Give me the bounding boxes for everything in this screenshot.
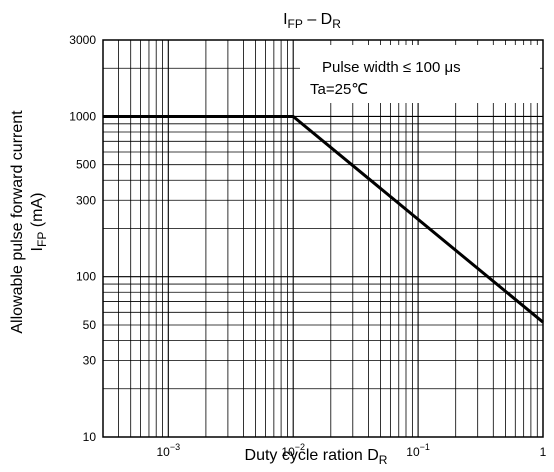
x-tick-label: 1 — [540, 445, 547, 459]
y-tick-label: 500 — [76, 158, 96, 172]
y-tick-label: 50 — [83, 318, 97, 332]
x-tick-exponent: −2 — [295, 442, 305, 452]
y-axis-label-main: I — [29, 247, 46, 251]
x-tick-label: 10−3 — [156, 442, 180, 459]
y-axis-label-tail: (mA) — [29, 193, 46, 232]
y-tick-label: 300 — [76, 193, 96, 207]
chart-title-tail: – D — [303, 11, 332, 28]
chart-title-sub: FP — [288, 17, 303, 31]
annotation-pulse-width: Pulse width ≤ 100 μs — [322, 59, 461, 76]
x-tick-label: 10−2 — [281, 442, 305, 459]
y-tick-label: 1000 — [69, 109, 96, 123]
y-tick-label: 30 — [83, 354, 97, 368]
chart-title: IFP – DR — [283, 11, 341, 31]
series-line — [103, 115, 544, 324]
x-tick-base: 10 — [156, 445, 170, 459]
x-tick-base: 10 — [281, 445, 295, 459]
y-tick-label: 100 — [76, 270, 96, 284]
chart-title-main: I — [283, 11, 287, 28]
x-axis-label-sub: R — [379, 453, 388, 467]
x-axis-label-main: Duty cycle ration D — [245, 447, 379, 464]
y-tick-label: 10 — [83, 430, 97, 444]
x-axis-label: Duty cycle ration DR — [245, 447, 388, 467]
x-tick-base: 1 — [540, 445, 547, 459]
y-axis-label-line1: Allowable pulse forward current — [9, 110, 26, 334]
y-tick-label: 3000 — [69, 33, 96, 47]
annotation-box — [300, 45, 540, 103]
series-layer — [103, 115, 544, 324]
x-tick-exponent: −1 — [420, 442, 430, 452]
x-tick-base: 10 — [406, 445, 420, 459]
x-tick-label: 10−1 — [406, 442, 430, 459]
y-axis-label-sub: FP — [35, 232, 49, 247]
chart-title-tail-sub: R — [332, 17, 341, 31]
y-axis-label: Allowable pulse forward current IFP (mA) — [9, 110, 49, 334]
annotation-temperature: Ta=25℃ — [310, 81, 368, 98]
plot-frame — [102, 39, 544, 438]
y-axis-label-line2: IFP (mA) — [29, 193, 49, 252]
x-tick-exponent: −3 — [170, 442, 180, 452]
